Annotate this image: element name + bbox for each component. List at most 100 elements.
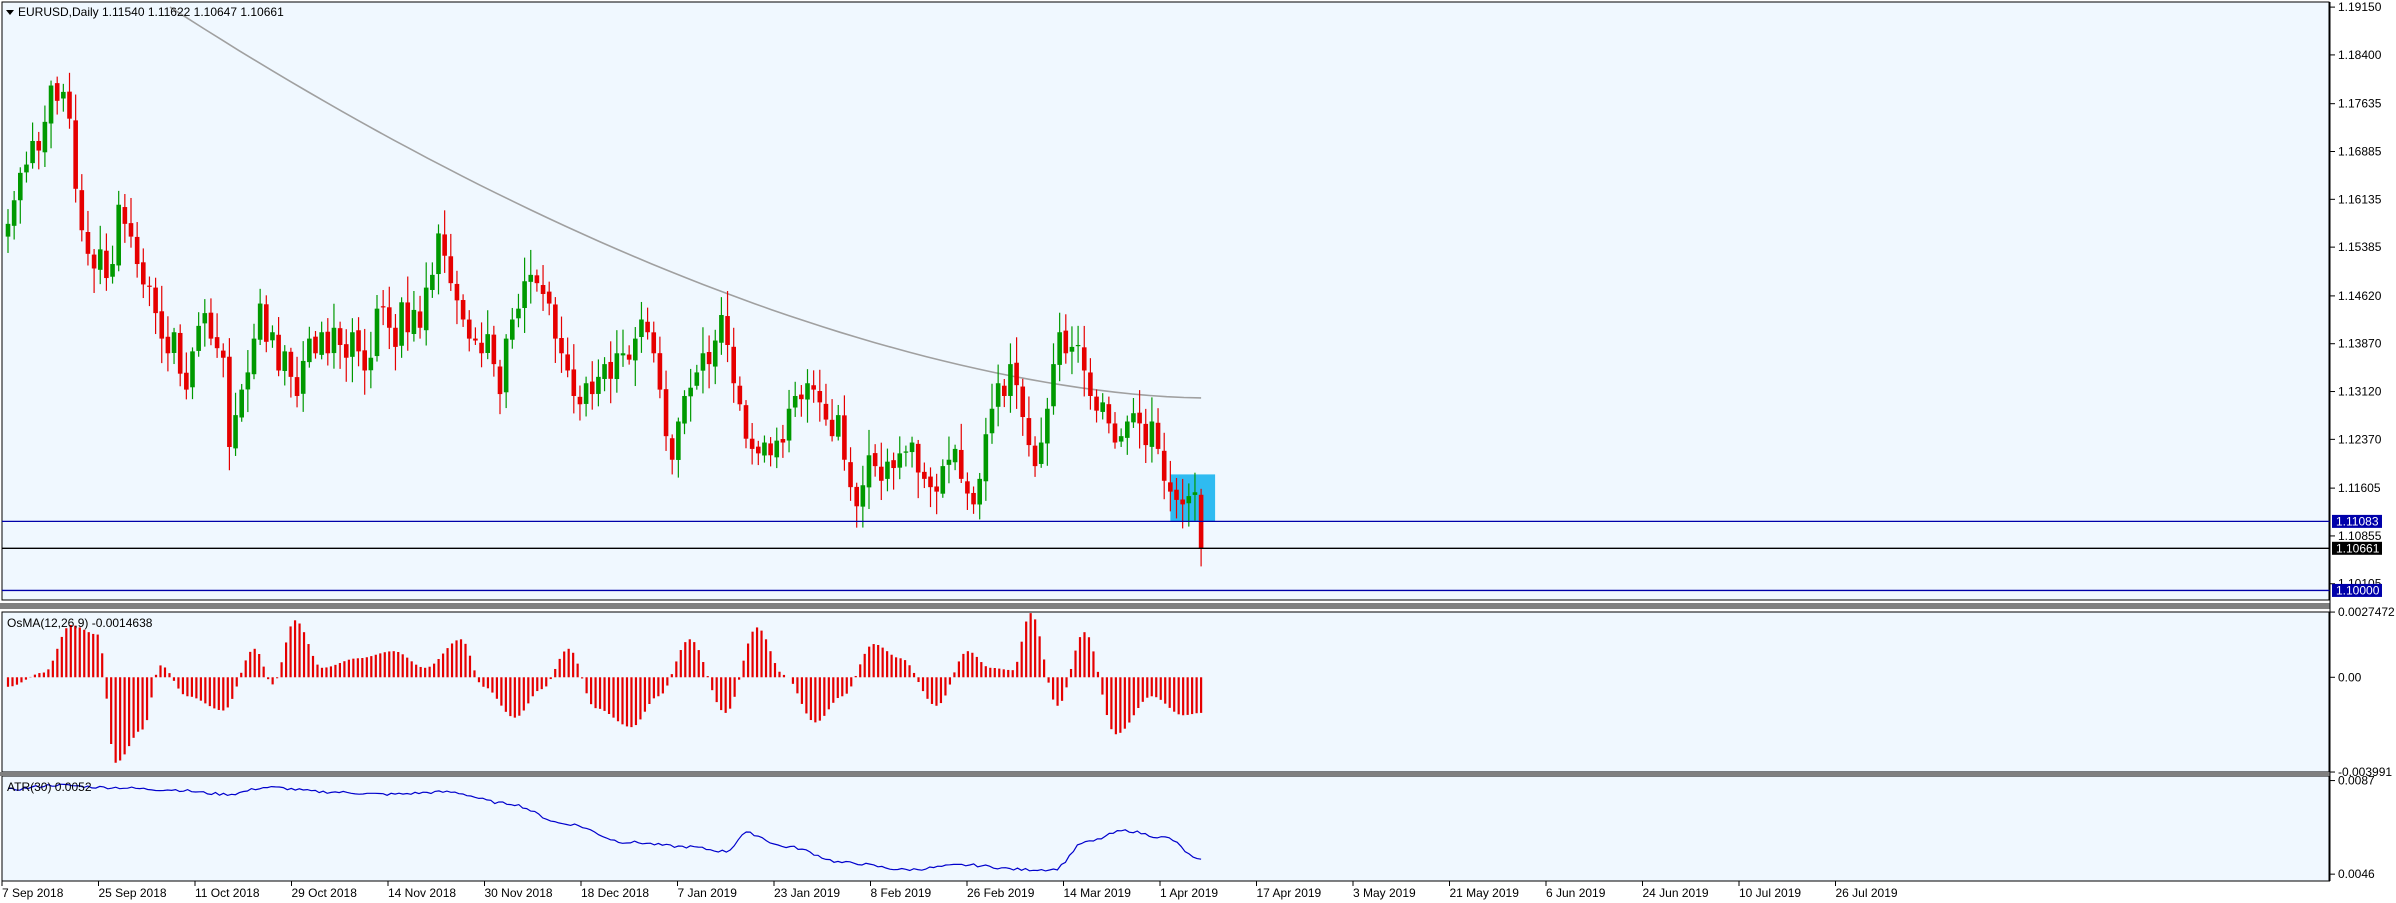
candle[interactable] (1106, 396, 1112, 434)
candle[interactable] (633, 327, 638, 387)
candle[interactable] (30, 122, 35, 169)
candle[interactable] (934, 473, 939, 515)
candle[interactable] (387, 286, 392, 350)
candle[interactable] (1155, 408, 1161, 455)
candle[interactable] (1100, 393, 1105, 420)
candle[interactable] (331, 303, 337, 369)
candle[interactable] (700, 327, 706, 394)
candle[interactable] (749, 423, 755, 465)
candle[interactable] (971, 486, 976, 514)
candle[interactable] (1032, 436, 1038, 477)
candle[interactable] (73, 94, 78, 203)
candle[interactable] (885, 448, 890, 492)
candle[interactable] (854, 482, 859, 528)
candle[interactable] (233, 392, 238, 456)
candle[interactable] (208, 298, 214, 346)
candle[interactable] (731, 327, 736, 403)
candle[interactable] (300, 341, 306, 412)
candle[interactable] (79, 174, 85, 242)
candle[interactable] (85, 210, 91, 266)
candle[interactable] (835, 404, 841, 441)
candle[interactable] (682, 390, 687, 435)
candle[interactable] (719, 297, 724, 355)
candle[interactable] (780, 424, 786, 458)
candle[interactable] (417, 295, 423, 339)
candle[interactable] (270, 325, 275, 348)
candle[interactable] (5, 209, 11, 253)
candle[interactable] (860, 465, 866, 528)
candle[interactable] (1020, 378, 1026, 436)
candle[interactable] (239, 383, 244, 422)
candle[interactable] (91, 248, 97, 293)
candle[interactable] (614, 330, 620, 393)
candle[interactable] (958, 423, 964, 484)
candle[interactable] (577, 385, 583, 421)
candle[interactable] (423, 262, 429, 346)
candle[interactable] (792, 381, 798, 417)
candle[interactable] (762, 435, 767, 463)
candle[interactable] (54, 76, 60, 115)
candle[interactable] (307, 326, 312, 368)
candle[interactable] (479, 322, 484, 368)
candle[interactable] (374, 295, 380, 362)
candle[interactable] (694, 364, 700, 390)
candle[interactable] (712, 329, 718, 385)
candle[interactable] (669, 434, 675, 475)
candle[interactable] (657, 336, 663, 399)
candle[interactable] (153, 277, 158, 335)
candle[interactable] (460, 294, 466, 327)
candle[interactable] (872, 444, 878, 477)
candle[interactable] (510, 307, 515, 349)
candle[interactable] (134, 222, 140, 278)
candle[interactable] (799, 385, 804, 417)
candle[interactable] (61, 83, 66, 112)
candle[interactable] (559, 316, 564, 373)
candle[interactable] (1045, 397, 1050, 466)
candle[interactable] (639, 301, 644, 353)
candle[interactable] (1192, 472, 1198, 521)
candle[interactable] (282, 345, 288, 386)
candle[interactable] (811, 370, 816, 403)
candle[interactable] (325, 318, 331, 366)
candle[interactable] (448, 233, 454, 291)
candle[interactable] (516, 293, 521, 328)
candle[interactable] (743, 400, 749, 449)
candle[interactable] (190, 347, 195, 400)
candle[interactable] (362, 328, 367, 395)
candle[interactable] (1069, 326, 1075, 375)
candle[interactable] (202, 299, 208, 347)
candle[interactable] (251, 323, 257, 380)
candle[interactable] (393, 314, 398, 371)
candle[interactable] (774, 427, 780, 469)
candle[interactable] (257, 288, 263, 345)
candle[interactable] (184, 352, 189, 400)
candle[interactable] (42, 105, 48, 167)
candle[interactable] (104, 233, 109, 291)
candle[interactable] (977, 472, 982, 520)
candle[interactable] (319, 321, 324, 360)
candle[interactable] (1038, 417, 1044, 468)
candle[interactable] (141, 248, 146, 299)
candle[interactable] (522, 257, 527, 333)
candle[interactable] (879, 442, 884, 501)
candle[interactable] (97, 225, 103, 285)
candle[interactable] (571, 344, 577, 414)
candle[interactable] (1174, 477, 1179, 519)
candle[interactable] (122, 194, 128, 243)
candle[interactable] (983, 417, 989, 501)
candle[interactable] (620, 329, 626, 367)
candle[interactable] (1180, 478, 1185, 529)
candle[interactable] (651, 321, 657, 363)
candle[interactable] (583, 376, 589, 417)
candle[interactable] (842, 395, 847, 471)
candle[interactable] (540, 265, 546, 311)
candle[interactable] (928, 467, 933, 508)
candle[interactable] (553, 297, 558, 363)
candle[interactable] (829, 399, 835, 442)
candle[interactable] (534, 269, 540, 292)
candle[interactable] (399, 297, 404, 358)
candle[interactable] (1026, 396, 1032, 457)
candle[interactable] (24, 151, 29, 183)
candle[interactable] (1168, 460, 1173, 512)
